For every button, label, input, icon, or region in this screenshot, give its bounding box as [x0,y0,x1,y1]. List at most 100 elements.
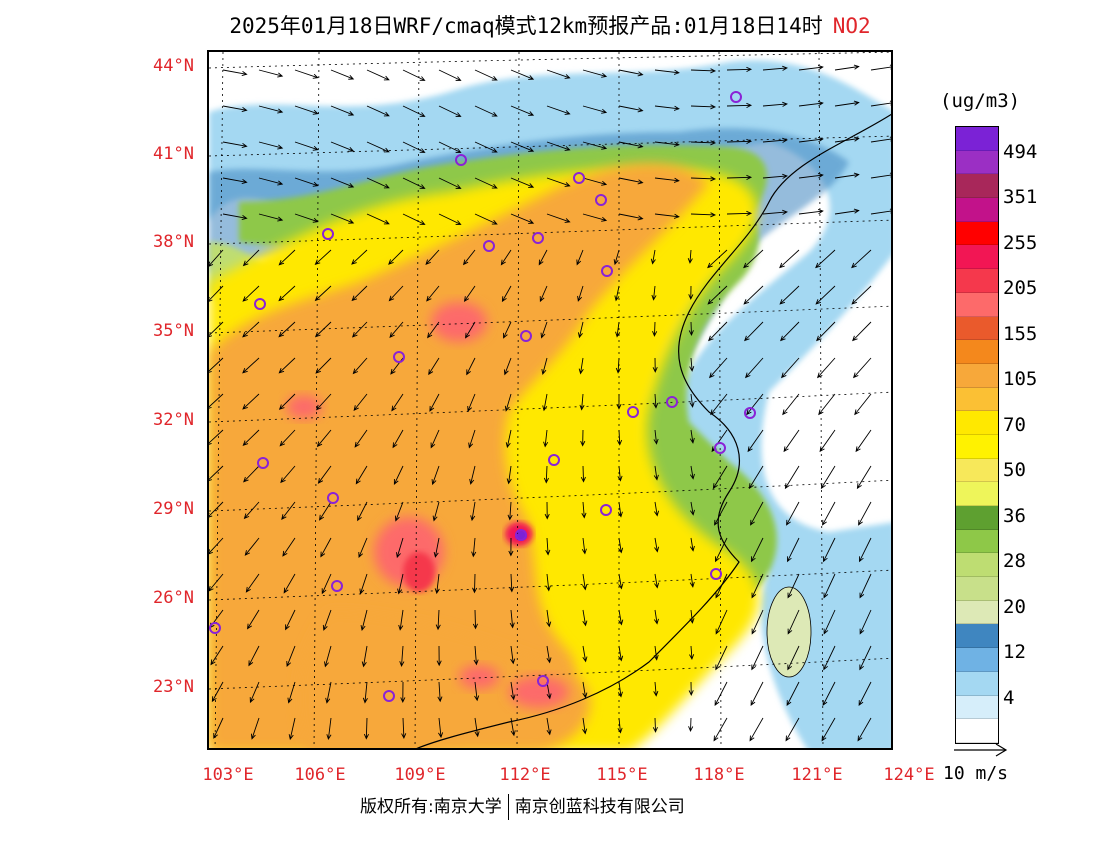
wind-arrow [582,105,608,114]
legend-unit: (ug/m3) [940,90,1021,112]
lat-label-41: 41°N [153,144,194,164]
wind-arrow [651,285,657,301]
wind-arrow [546,717,552,736]
wind-arrow [314,249,332,266]
wind-arrow [351,321,368,338]
wind-arrow [429,393,440,412]
wind-arrow [581,501,587,519]
wind-arrow [822,501,836,526]
wind-arrow [618,69,644,77]
copyright-right: 南京创蓝科技有限公司 [514,797,685,817]
wind-arrow [242,249,260,267]
wind-arrow [434,573,440,595]
wind-arrow [321,573,332,595]
wind-arrow [743,285,764,305]
wind-arrow [222,105,248,113]
wind-arrow [749,717,764,742]
city-marker [601,265,613,277]
wind-arrow [506,465,512,485]
wind-arrow [209,537,224,555]
colorbar-label-105: 105 [1003,368,1038,390]
wind-arrow [360,609,368,632]
lon-label-112: 112°E [499,765,551,785]
wind-arrow [509,573,515,593]
lat-label-35: 35°N [153,321,194,341]
wind-arrow [401,717,407,739]
wind-arrow [870,100,891,107]
wind-arrow [470,501,476,522]
wind-arrow [244,537,260,556]
map-panel[interactable] [207,50,893,750]
wind-arrow [474,681,480,702]
city-marker [744,407,756,419]
wind-arrow [472,573,478,594]
wind-arrow [278,285,296,302]
wind-arrow [438,717,444,739]
wind-arrow [222,141,248,149]
colorbar-cell [956,434,998,459]
wind-arrow [816,357,836,379]
wind-arrow [617,429,623,446]
wind-arrow [366,69,390,81]
wind-arrow [852,357,872,379]
wind-arrow [710,393,728,416]
wind-arrow [714,501,728,526]
wind-arrow [545,537,551,556]
colorbar-label-205: 205 [1003,277,1038,299]
wind-arrow [689,573,695,588]
wind-arrow [242,357,260,374]
lat-label-32: 32°N [153,410,194,430]
wind-arrow [209,249,224,267]
wind-arrow [363,717,370,740]
wind-arrow [689,501,695,516]
wind-arrow [392,429,404,449]
wind-arrow [391,393,404,412]
wind-reference-label: 10 m/s [943,763,1009,784]
wind-arrow [581,537,587,555]
wind-arrow [472,609,478,630]
no2-concentration-map [209,52,891,748]
colorbar-cell [956,269,998,293]
wind-arrow [816,321,836,342]
wind-arrow [689,537,695,552]
wind-arrow [779,285,800,305]
wind-arrow [689,357,695,372]
wind-arrow [618,537,624,554]
wind-arrow [285,609,296,631]
wind-arrow [870,172,891,179]
wind-arrow [325,681,332,704]
wind-arrow [430,429,440,449]
wind-arrow [282,537,296,557]
colorbar-cell [956,316,998,341]
wind-arrow [726,66,753,72]
colorbar-label-12: 12 [1003,641,1026,663]
wind-arrow [859,537,872,563]
wind-arrow [398,609,404,631]
wind-arrow [762,101,788,107]
wind-arrow [615,357,621,374]
lon-label-103: 103°E [202,765,254,785]
colorbar-cell [956,174,998,199]
wind-arrow [546,609,552,628]
wind-arrow [222,69,248,77]
city-markers [209,91,756,702]
wind-arrow [258,69,284,78]
wind-arrow [870,64,891,71]
city-marker [383,690,395,702]
wind-arrow [366,141,390,153]
wind-arrow [504,393,512,412]
wind-arrow [330,69,355,80]
wind-arrow [688,285,694,300]
orange-zone-south [298,612,591,748]
lat-label-23: 23°N [153,677,194,697]
wind-arrow [326,717,332,741]
colorbar-cell [956,624,998,649]
wind-arrow [870,208,891,215]
wind-arrow [857,717,872,742]
wind-arrow [786,501,800,526]
wind-arrow [258,177,284,186]
wind-arrow [546,213,571,223]
wind-arrow [437,681,443,703]
wind-arrow [834,100,860,107]
city-marker [537,675,549,687]
